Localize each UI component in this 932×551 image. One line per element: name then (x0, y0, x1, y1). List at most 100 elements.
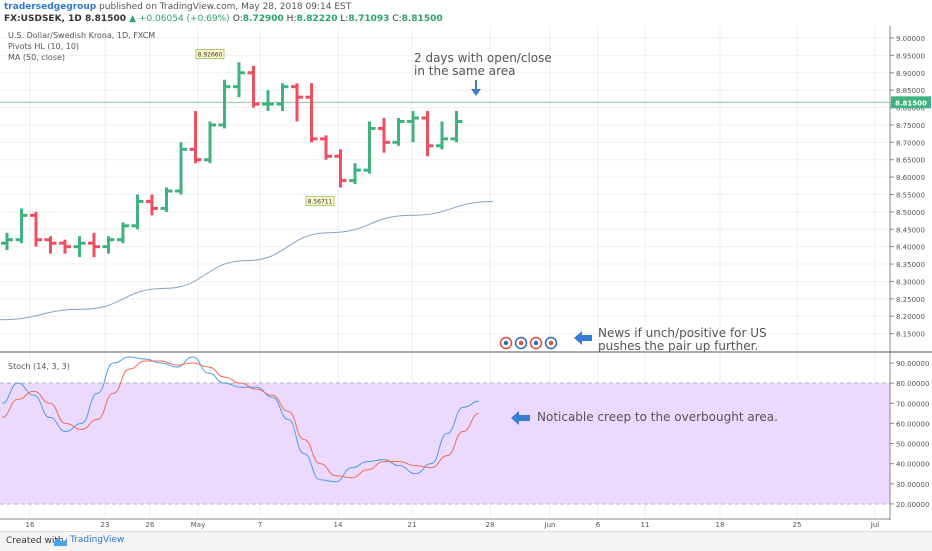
pivot-label: 8.56711 (308, 199, 333, 206)
main-legend: U.S. Dollar/Swedish Krona, 1D, FXCM Pivo… (8, 30, 155, 63)
price-tick-label: 8.15000 (896, 331, 925, 339)
annotation-stoch-text: Noticable creep to the overbought area. (537, 410, 778, 424)
pivot-box (305, 196, 335, 207)
x-tick-label: 21 (408, 521, 417, 529)
x-tick-label: Jun (544, 521, 556, 529)
annotation-open-close-line2: in the same area (414, 64, 516, 78)
stoch-overbought-band (0, 383, 890, 504)
last-price: 8.81500 (84, 14, 126, 24)
stoch-tick-label: 60.00000 (896, 420, 929, 428)
ma50-path (0, 200, 494, 321)
stoch-tick-label: 20.00000 (896, 501, 929, 509)
ohlc-bar (30, 211, 42, 247)
ohlc-bar (334, 149, 347, 188)
x-tick-label: 28 (486, 521, 495, 529)
ohlc-bar (88, 232, 100, 258)
annotation-arrows (471, 80, 592, 425)
legend-ma: MA (50, close) (8, 53, 66, 62)
price-tick-label: 8.80000 (896, 105, 925, 113)
x-tick-label: 16 (26, 521, 35, 529)
pivot-box (195, 49, 225, 60)
event-dot (548, 340, 554, 346)
event-flag-icon (544, 336, 558, 350)
arrow-left-icon (511, 411, 530, 425)
price-tick-label: 8.85000 (896, 87, 925, 95)
stoch-tick-label: 90.00000 (896, 360, 929, 368)
x-tick-label: Jul (870, 521, 880, 529)
price-tick-label: 8.65000 (896, 157, 925, 165)
ohlc-bar (233, 62, 245, 98)
event-flag-icon (529, 336, 543, 350)
price-tick-label: 8.20000 (896, 313, 925, 321)
annotation-news: News if unch/positive for US pushes the … (598, 327, 767, 353)
stoch-legend: Stoch (14, 3, 3) (8, 361, 70, 372)
ohlc-bar (204, 121, 216, 164)
header-bar: tradersedgegroup published on TradingVie… (0, 0, 932, 26)
pivot-label: 8.92660 (198, 52, 223, 59)
ohlc-bar (117, 222, 129, 244)
last-price-tag (891, 96, 931, 109)
legend-title: U.S. Dollar/Swedish Krona, 1D, FXCM (8, 31, 156, 40)
event-icons (499, 336, 558, 350)
price-tick-label: 8.50000 (896, 209, 925, 217)
annotation-open-close-line1: 2 days with open/close (414, 51, 552, 65)
annotation-open-close: 2 days with open/close in the same area (414, 52, 552, 78)
event-flag-icon (499, 336, 513, 350)
price-tick-label: 8.95000 (896, 52, 925, 60)
price-change: ▲ +0.06054 (+0.69%) (129, 14, 230, 24)
ohlc-bar (450, 111, 463, 143)
price-tick-label: 8.60000 (896, 174, 925, 182)
footer: Created with TradingView (0, 531, 932, 551)
low-value: 8.71093 (348, 14, 390, 24)
price-tick-label: 8.55000 (896, 192, 925, 200)
x-tick-label: 23 (101, 521, 110, 529)
ohlc-bar (392, 117, 405, 146)
event-flag-icon (514, 336, 528, 350)
arrow-shape (511, 411, 530, 425)
close-value: 8.81500 (401, 14, 443, 24)
tradingview-link[interactable]: TradingView (70, 535, 125, 545)
price-tick-label: 8.45000 (896, 226, 925, 234)
price-tick-label: 8.70000 (896, 139, 925, 147)
ohlc-bar (421, 111, 434, 157)
stoch-tick-label: 30.00000 (896, 481, 929, 489)
price-tick-label: 9.00000 (896, 35, 925, 43)
tradingview-logo-icon (54, 538, 67, 546)
ohlc-bar (407, 111, 419, 143)
x-tick-label: 6 (596, 521, 601, 529)
stoch-tick-label: 40.00000 (896, 461, 929, 469)
stoch-d-line (1, 360, 480, 479)
ohlc-bar (189, 111, 202, 164)
ohlc-bar (1, 232, 13, 251)
x-tick-label: 11 (641, 521, 650, 529)
author-link[interactable]: tradersedgegroup (4, 2, 97, 12)
last-price-tag-label: 8.81500 (895, 99, 927, 107)
ohlc-bar (378, 117, 390, 153)
annotation-stoch: Noticable creep to the overbought area. (537, 411, 778, 424)
stoch-tick-label: 50.00000 (896, 441, 929, 449)
chart-area[interactable]: 16 23 26 May 7 14 21 28 Jun 6 11 18 25 Jul 9.00000 8.95… (0, 26, 932, 530)
x-tick-label: 26 (146, 521, 155, 529)
published-text: published on TradingView.com, May 28, 20… (99, 2, 352, 12)
price-tick-label: 8.25000 (896, 296, 925, 304)
created-with-text: Created with (6, 536, 64, 546)
price-tick-label: 8.75000 (896, 122, 925, 130)
stoch-k-line (1, 356, 480, 483)
open-label: O: (232, 14, 243, 24)
open-value: 8.72900 (242, 14, 284, 24)
ohlc-bar (436, 121, 448, 150)
ohlc-bar (44, 236, 57, 254)
event-dot (533, 340, 539, 346)
ohlc-bar (363, 121, 376, 174)
legend-pivots: Pivots HL (10, 10) (8, 42, 80, 51)
ohlc-bar (291, 83, 303, 122)
close-label: C: (392, 14, 402, 24)
stoch-tick-label: 70.00000 (896, 400, 929, 408)
ohlc-bar (15, 208, 28, 244)
ohlc-bar (320, 135, 332, 160)
stoch-lines (1, 356, 480, 483)
chart-svg[interactable]: 16 23 26 May 7 14 21 28 Jun 6 11 18 25 Jul 9.00000 8.95… (0, 26, 932, 530)
high-label: H: (286, 14, 297, 24)
ohlc-bar (349, 163, 361, 185)
arrow-left-icon (574, 331, 592, 345)
